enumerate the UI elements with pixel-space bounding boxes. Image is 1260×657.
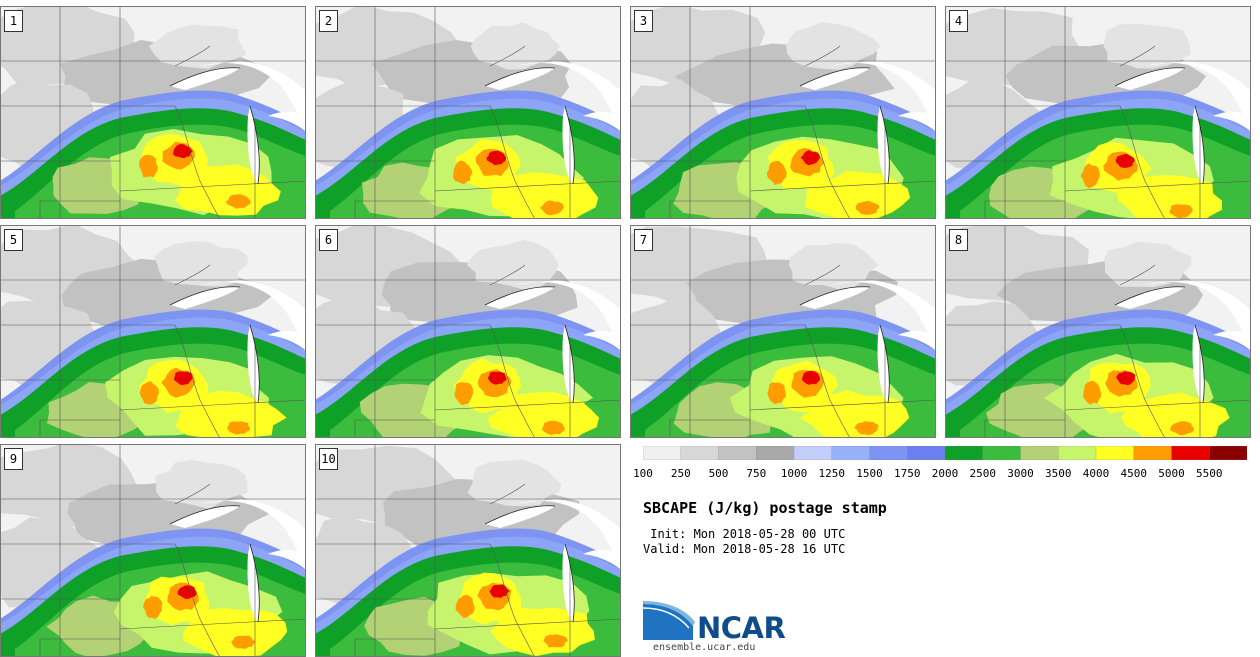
- ensemble-member-panel: 9: [0, 444, 306, 657]
- colorbar-swatch: [680, 446, 720, 460]
- colorbar-tick-label: 250: [670, 467, 691, 480]
- colorbar-tick-label: 1250: [818, 467, 846, 480]
- colorbar-tick-label: 5000: [1158, 467, 1185, 480]
- colorbar-swatch: [756, 446, 795, 460]
- colorbar-tick-label: 750: [746, 467, 767, 480]
- member-number: 10: [319, 448, 338, 470]
- ensemble-member-panel: 10: [315, 444, 621, 657]
- ensemble-member-panel: 8: [945, 225, 1251, 438]
- ensemble-member-panel: 5: [0, 225, 306, 438]
- colorbar-swatch: [907, 446, 946, 460]
- colorbar-swatch: [1058, 446, 1097, 460]
- member-number: 8: [949, 229, 968, 251]
- member-number: 7: [634, 229, 653, 251]
- colorbar-swatch: [1209, 446, 1247, 460]
- sbcape-map: [315, 444, 621, 657]
- ensemble-member-panel: 2: [315, 6, 621, 219]
- colorbar-swatch: [643, 446, 682, 460]
- colorbar-tick-label: 1000: [780, 467, 808, 480]
- ensemble-member-panel: 1: [0, 6, 306, 219]
- ncar-logo-icon: [643, 601, 695, 640]
- member-number: 5: [4, 229, 23, 251]
- sbcape-map: [0, 444, 306, 657]
- colorbar-swatches: [643, 446, 1247, 460]
- sbcape-map: [945, 6, 1251, 219]
- ensemble-member-panel: 4: [945, 6, 1251, 219]
- colorbar-tick-label: 3000: [1007, 467, 1034, 480]
- sbcape-map: [315, 225, 621, 438]
- colorbar-tick-label: 4500: [1120, 467, 1148, 480]
- colorbar-swatch: [944, 446, 984, 460]
- init-time: Init: Mon 2018-05-28 00 UTC: [643, 527, 846, 541]
- member-number: 1: [4, 10, 23, 32]
- member-number: 6: [319, 229, 338, 251]
- ensemble-member-panel: 6: [315, 225, 621, 438]
- colorbar-tick-label: 1750: [894, 467, 921, 480]
- colorbar-swatch: [869, 446, 908, 460]
- colorbar-swatch: [1020, 446, 1059, 460]
- colorbar-tick-label: 2500: [969, 467, 997, 480]
- member-number: 3: [634, 10, 653, 32]
- colorbar-swatch: [793, 446, 833, 460]
- sbcape-map: [315, 6, 621, 219]
- valid-time: Valid: Mon 2018-05-28 16 UTC: [643, 542, 846, 556]
- logo-text: NCAR: [697, 611, 786, 645]
- ensemble-member-panel: 7: [630, 225, 936, 438]
- colorbar-tick-label: 500: [708, 467, 729, 480]
- colorbar-swatch: [1133, 446, 1173, 460]
- sbcape-map: [0, 225, 306, 438]
- colorbar-swatch: [831, 446, 871, 460]
- member-number: 9: [4, 448, 23, 470]
- figure-title: SBCAPE (J/kg) postage stamp: [643, 499, 887, 517]
- colorbar-swatch: [1095, 446, 1135, 460]
- member-number: 2: [319, 10, 338, 32]
- colorbar-tick-label: 4000: [1082, 467, 1110, 480]
- colorbar-tick-label: 2000: [931, 467, 959, 480]
- sbcape-map: [630, 6, 936, 219]
- sbcape-map: [0, 6, 306, 219]
- site-url: ensemble.ucar.edu: [653, 642, 756, 653]
- colorbar-tick-label: 3500: [1045, 467, 1072, 480]
- colorbar-tick-label: 1500: [856, 467, 883, 480]
- colorbar-tick-label: 100: [633, 467, 653, 480]
- colorbar-swatch: [718, 446, 757, 460]
- colorbar-tick-label: 5500: [1196, 467, 1223, 480]
- sbcape-map: [945, 225, 1251, 438]
- colorbar-swatch: [982, 446, 1022, 460]
- member-number: 4: [949, 10, 968, 32]
- ensemble-member-panel: 3: [630, 6, 936, 219]
- colorbar: [643, 446, 1247, 460]
- colorbar-swatch: [1171, 446, 1210, 460]
- sbcape-map: [630, 225, 936, 438]
